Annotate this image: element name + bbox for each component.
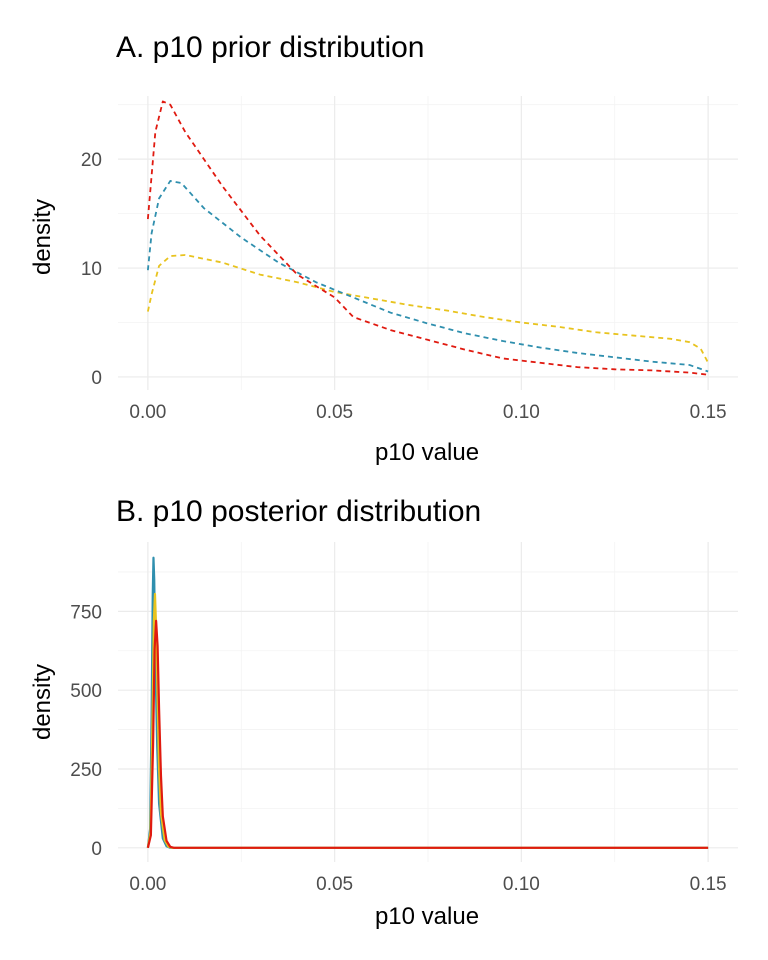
x-axis-label: p10 value — [375, 439, 479, 466]
tick-labels: 0.00 0.05 0.10 0.15 0 10 20 — [81, 150, 727, 423]
chart-title: B. p10 posterior distribution — [116, 495, 481, 528]
y-axis-label: density — [29, 199, 56, 275]
tick-labels: 0.00 0.05 0.10 0.15 0 250 500 750 — [70, 602, 726, 895]
x-tick-label: 0.00 — [129, 874, 166, 895]
y-tick-label: 0 — [91, 368, 102, 389]
y-tick-label: 0 — [91, 839, 102, 860]
grid — [118, 542, 738, 862]
panel-posterior: B. p10 posterior distribution 0.00 0.05 0.… — [29, 495, 738, 930]
x-tick-label: 0.00 — [129, 402, 166, 423]
y-tick-label: 10 — [81, 259, 102, 280]
grid — [118, 96, 738, 390]
panel-prior: A. p10 prior distribution 0.00 0.05 0.10 0.… — [29, 31, 738, 466]
x-tick-label: 0.15 — [690, 874, 727, 895]
x-tick-label: 0.10 — [503, 874, 540, 895]
y-tick-label: 20 — [81, 150, 102, 171]
series-line-2 — [146, 180, 709, 373]
y-tick-label: 750 — [70, 602, 102, 623]
y-axis-label: density — [29, 664, 56, 740]
y-tick-label: 250 — [70, 760, 102, 781]
series-lines — [146, 100, 709, 376]
y-tick-label: 500 — [70, 681, 102, 702]
chart-title: A. p10 prior distribution — [116, 31, 425, 64]
x-tick-label: 0.05 — [316, 874, 353, 895]
series-line-3 — [146, 100, 709, 376]
x-axis-label: p10 value — [375, 903, 479, 930]
series-line-1 — [146, 254, 709, 364]
series-line-3 — [146, 619, 709, 849]
x-tick-label: 0.10 — [503, 402, 540, 423]
series-lines — [146, 556, 709, 849]
x-tick-label: 0.15 — [690, 402, 727, 423]
x-tick-label: 0.05 — [316, 402, 353, 423]
